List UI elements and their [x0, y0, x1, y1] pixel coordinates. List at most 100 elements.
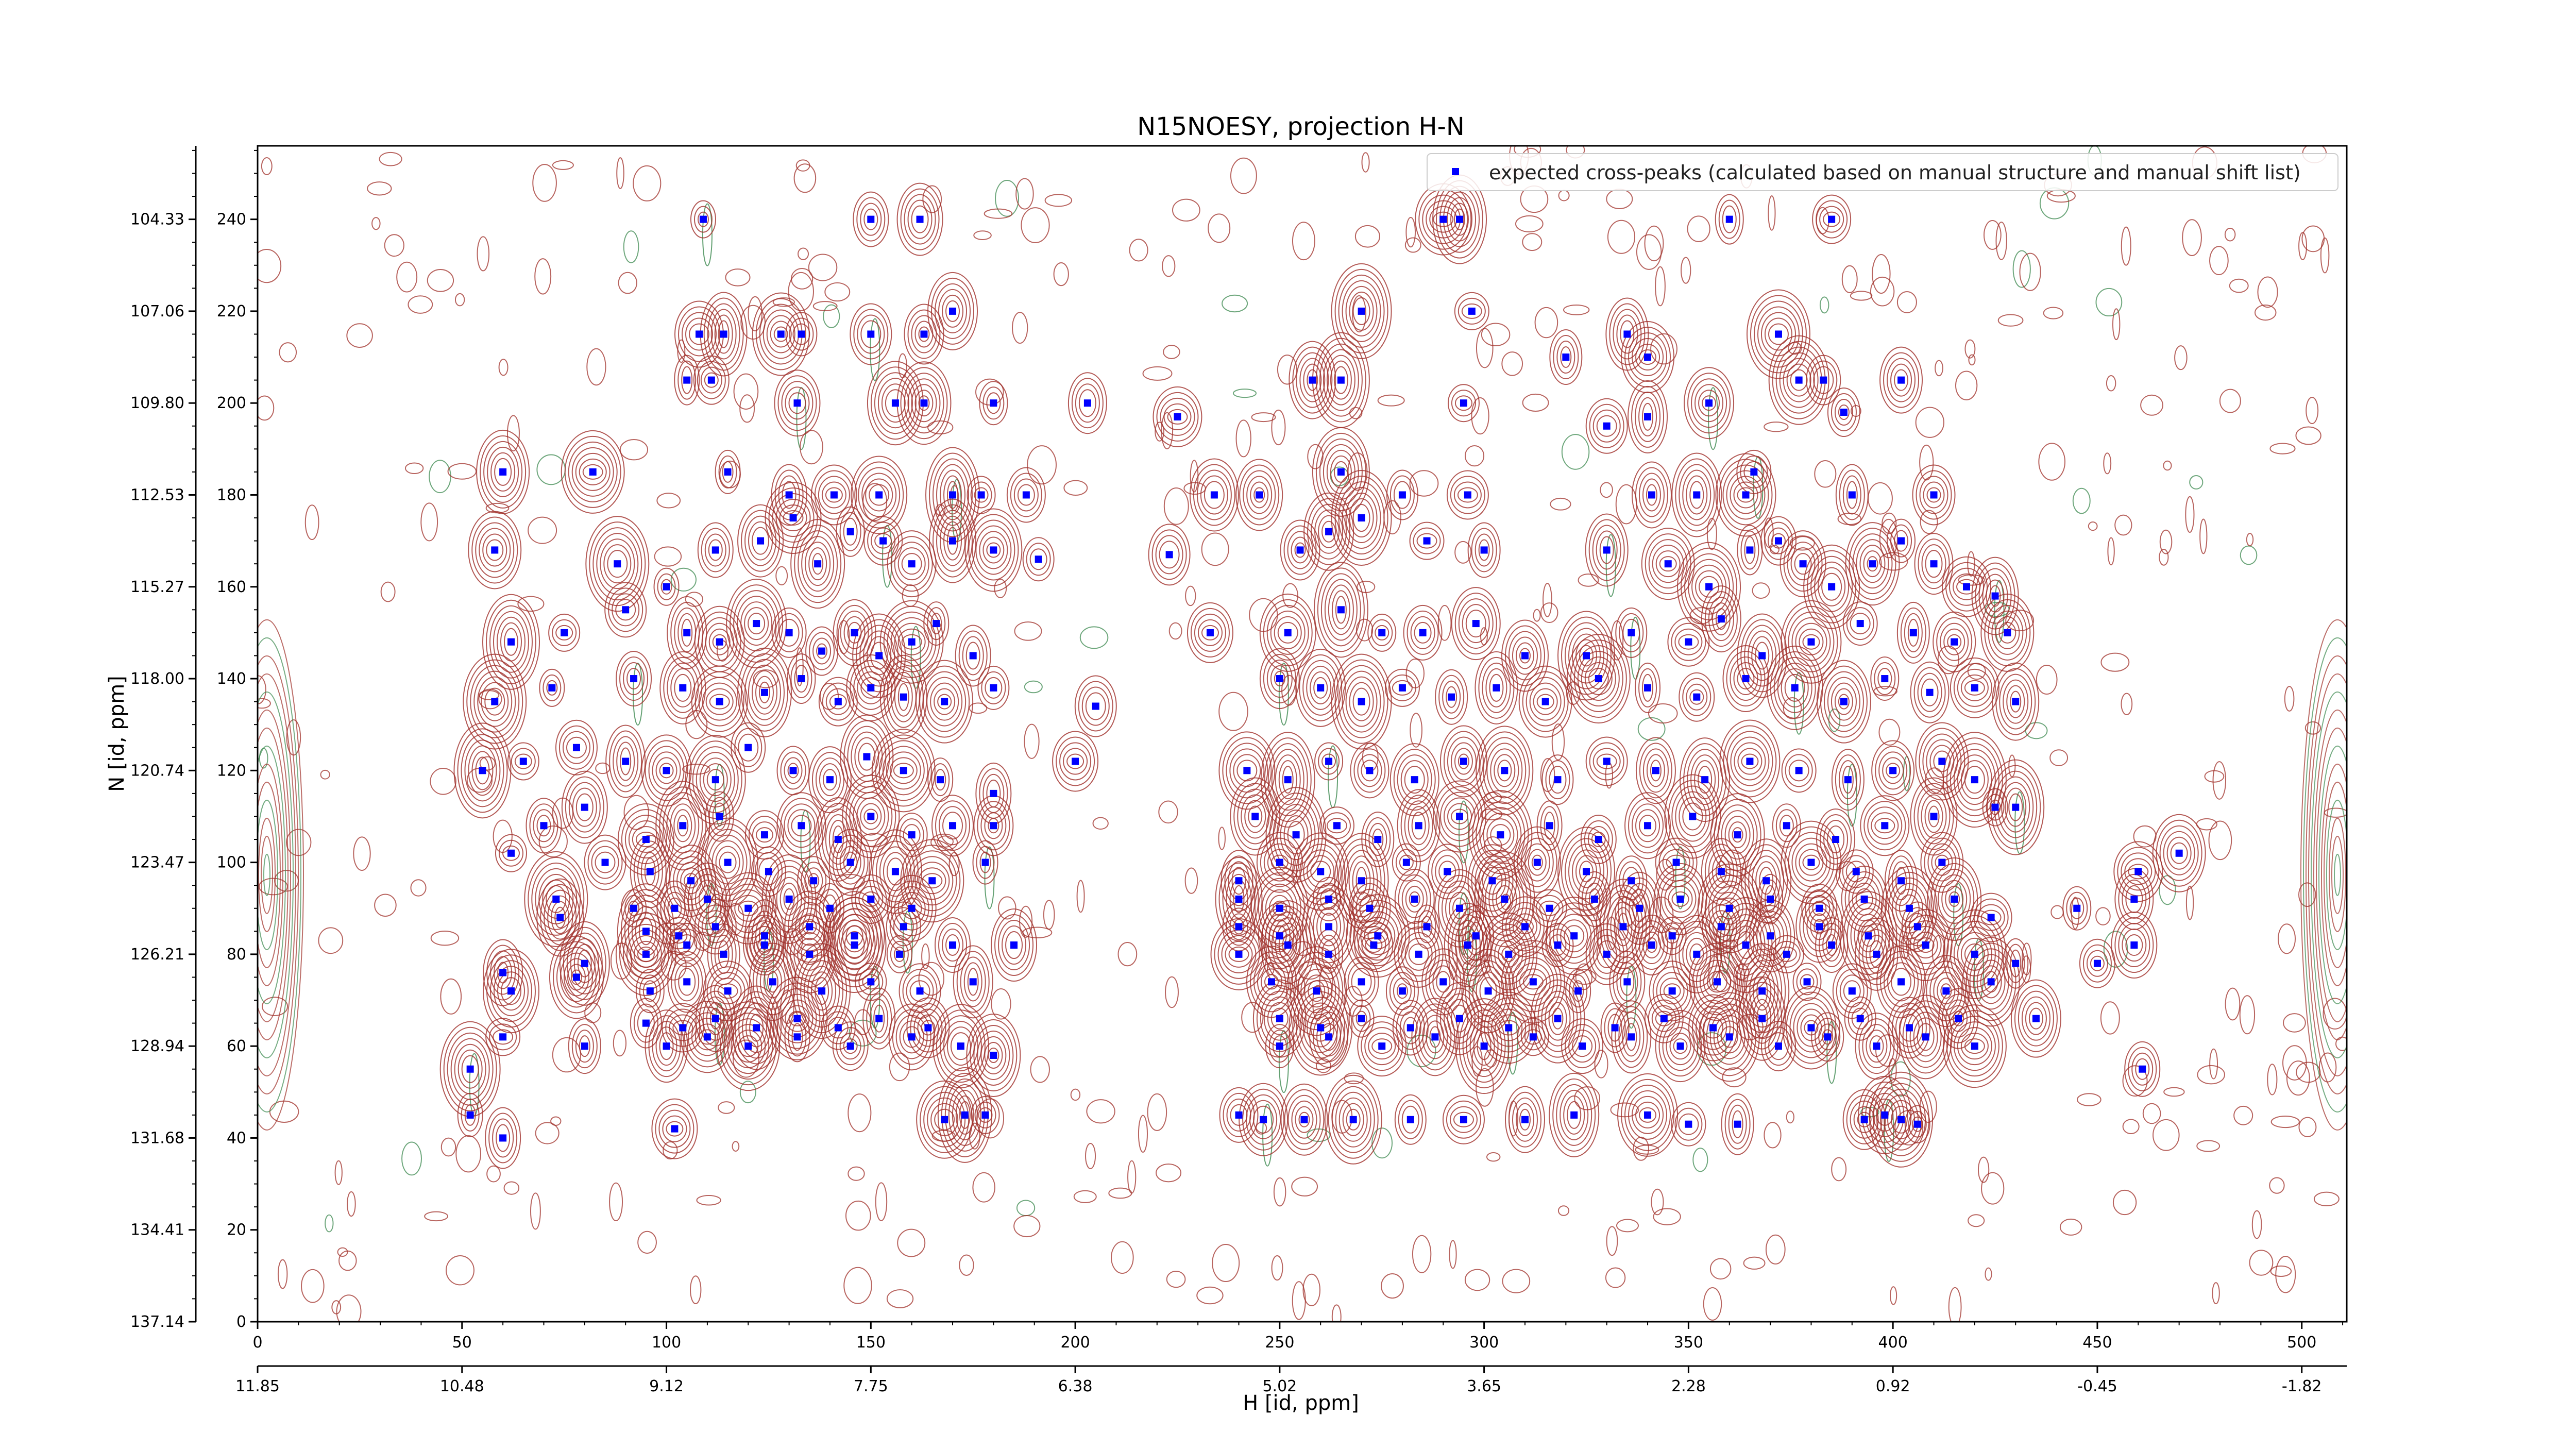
- cross-peak-marker: [941, 1116, 948, 1123]
- peak-contour: [1561, 832, 1612, 911]
- cross-peak-marker: [969, 978, 977, 986]
- peak-contour: [966, 1013, 1021, 1097]
- cross-peak-marker: [891, 399, 899, 407]
- peak-contour: [1022, 537, 1055, 582]
- peak-contour: [863, 516, 903, 566]
- plot-area[interactable]: [230, 138, 2374, 1329]
- peak-contour: [1995, 668, 2036, 735]
- peak-contour: [943, 1021, 978, 1072]
- peak-contour: [867, 521, 900, 560]
- peak-contour: [1462, 931, 1473, 959]
- noise-contour: [2174, 345, 2188, 370]
- peak-contour: [1266, 660, 1293, 698]
- cross-peak-marker: [2004, 629, 2011, 636]
- peak-contour: [979, 381, 1008, 426]
- cross-peak-marker: [1750, 468, 1758, 476]
- noise-contour: [959, 1254, 974, 1276]
- cross-peak-marker: [1644, 1111, 1652, 1119]
- cross-peak-marker: [1210, 491, 1218, 499]
- noise-contour: [1156, 1163, 1182, 1183]
- peak-contour: [570, 969, 582, 985]
- peak-contour: [589, 521, 646, 606]
- peak-contour: [942, 812, 963, 840]
- peak-contour: [524, 851, 588, 947]
- cross-peak-marker: [1276, 932, 1283, 940]
- noise-contour: [1196, 1286, 1224, 1305]
- y2-tick-label: 120.74: [130, 762, 184, 780]
- peak-contour: [984, 812, 1003, 839]
- peak-contour: [1635, 344, 1660, 371]
- noise-contour: [1550, 497, 1571, 511]
- edge-contours: [258, 619, 2347, 1131]
- peak-contour: [607, 550, 628, 578]
- peak-contour: [1335, 596, 1347, 624]
- noise-contour: [1709, 1258, 1732, 1280]
- noise-contour: [1315, 1058, 1332, 1073]
- peak-contour: [1617, 913, 1629, 941]
- noise-contour: [552, 1037, 581, 1073]
- peak-contour: [918, 395, 930, 411]
- noise-contour: [1201, 532, 1229, 566]
- peak-contour: [619, 656, 649, 701]
- noise-contour: [2100, 652, 2130, 672]
- noise-contour: [616, 157, 624, 189]
- peak-contour: [1476, 971, 1501, 1011]
- peak-contour: [1256, 985, 1303, 1052]
- noise-contour: [1464, 1269, 1490, 1291]
- cross-peak-marker: [499, 1033, 507, 1041]
- cross-peak-marker: [1325, 528, 1333, 535]
- peak-contour: [805, 626, 839, 676]
- peak-contour: [1334, 833, 1389, 929]
- x-axis-ppm: 11.85 10.48 9.12 7.75 6.38 5.02 3.65 2.28 0.92 -0…: [235, 1365, 2347, 1395]
- peak-contour: [1467, 522, 1501, 578]
- noise-contour: [1155, 422, 1164, 442]
- peak-contour: [1418, 1009, 1452, 1065]
- noise-contour: [1027, 445, 1057, 485]
- peak-contour: [514, 753, 532, 769]
- cross-peak-marker: [2012, 959, 2020, 967]
- cross-peak-marker: [1284, 941, 1292, 949]
- edge-contour: [258, 745, 286, 1004]
- noise-contour: [2296, 1062, 2321, 1083]
- peak-contour: [635, 969, 665, 1014]
- noise-contour: [1142, 366, 1173, 381]
- negative-peak-contour: [1262, 1103, 1273, 1167]
- x-tick-label: 0: [252, 1334, 262, 1352]
- peak-contour: [1315, 432, 1366, 511]
- peak-contour: [498, 839, 523, 867]
- peak-contour: [982, 536, 1005, 564]
- peak-contour: [2163, 831, 2195, 875]
- peak-contour: [1933, 750, 1951, 772]
- cross-peak-marker: [679, 1024, 687, 1032]
- cross-peak-marker: [1905, 1024, 1913, 1032]
- peak-contour: [1842, 601, 1878, 646]
- noise-contour: [1540, 602, 1558, 624]
- peak-contour: [947, 527, 959, 555]
- peak-contour: [1635, 737, 1676, 804]
- peak-contour: [1155, 535, 1183, 575]
- peak-contour: [947, 481, 959, 509]
- cross-peak-marker: [2134, 868, 2142, 875]
- noise-contour: [1687, 215, 1710, 242]
- cross-peak-marker: [1795, 376, 1803, 384]
- peak-contour: [785, 386, 810, 420]
- cross-peak-marker: [1358, 698, 1365, 705]
- peak-contour: [1625, 1023, 1637, 1051]
- peak-contour: [1367, 613, 1397, 652]
- peak-contour: [1912, 464, 1956, 526]
- peak-contour: [1461, 303, 1482, 319]
- peak-contour: [737, 504, 784, 578]
- peak-contour: [1401, 880, 1428, 918]
- peak-contour: [1896, 601, 1930, 664]
- cross-peak-marker: [806, 950, 814, 958]
- peak-contour: [493, 966, 529, 1017]
- peak-contour: [785, 1005, 810, 1032]
- peak-contour: [694, 1023, 720, 1051]
- cross-peak-marker: [601, 858, 609, 866]
- peak-contour: [775, 499, 811, 537]
- peak-contour: [1483, 813, 1518, 857]
- peak-contour: [731, 1024, 766, 1069]
- peak-contour: [1973, 954, 2009, 1010]
- peak-contour: [933, 458, 973, 532]
